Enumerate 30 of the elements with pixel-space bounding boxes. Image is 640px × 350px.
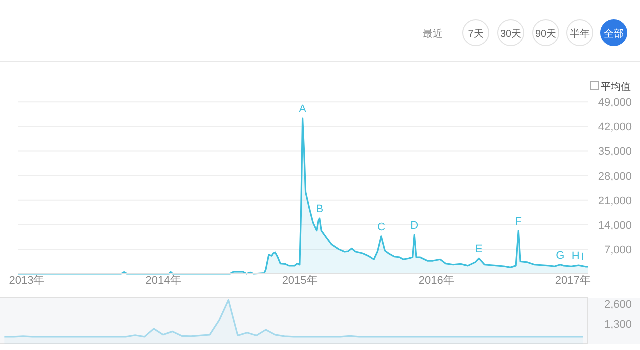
annotation: I [581, 252, 584, 264]
annotation: C [377, 221, 386, 234]
y-tick-label: 7,000 [604, 244, 632, 256]
annotation: B [316, 204, 324, 216]
y-tick-label: 35,000 [598, 146, 632, 158]
annotation: E [476, 244, 483, 256]
text: 30天 [500, 29, 522, 40]
text: 平均值 [601, 81, 631, 93]
x-tick-label: 2015年 [282, 275, 318, 287]
y-tick-label: 1,300 [604, 319, 632, 331]
y-tick-label: 2,600 [604, 299, 632, 311]
y-tick-label: 14,000 [598, 220, 632, 232]
text: 90天 [535, 29, 557, 40]
x-tick-label: 2016年 [418, 275, 454, 287]
annotation: D [410, 220, 419, 232]
annotation: G [556, 250, 565, 262]
x-tick-label: 2013年 [9, 275, 45, 287]
y-tick-label: 28,000 [598, 170, 632, 183]
annotation: A [299, 104, 308, 116]
x-tick-label: 2017年 [555, 275, 591, 287]
y-tick-label: 42,000 [598, 122, 632, 134]
text: 全部 [604, 28, 624, 40]
text: 7天 [468, 29, 484, 40]
x-tick-label: 2014年 [146, 275, 182, 287]
text: 最近 [423, 28, 443, 40]
annotation: F [515, 216, 522, 228]
annotation: H [572, 250, 580, 263]
y-tick-label: 21,000 [598, 195, 632, 208]
y-tick-label: 49,000 [598, 97, 632, 110]
text: 半年 [570, 28, 590, 40]
